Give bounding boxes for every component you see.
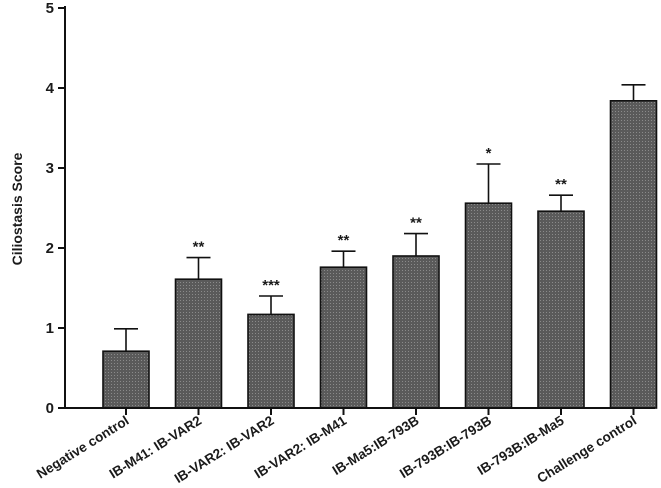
bar-8 [609, 100, 658, 409]
chart-marks: ************ [102, 84, 658, 409]
significance-label-4: ** [338, 232, 350, 249]
y-tick-label-0: 0 [46, 400, 54, 417]
y-tick-label-3: 3 [46, 160, 54, 177]
y-tick-label-2: 2 [46, 240, 54, 257]
bar-1 [102, 350, 150, 409]
significance-label-6: * [486, 145, 492, 162]
bar-6 [464, 202, 513, 409]
bar-2 [174, 278, 223, 409]
y-axis-label: Ciliostasis Score [9, 152, 25, 265]
y-tick-label-1: 1 [46, 320, 54, 337]
bar-4 [319, 266, 368, 409]
significance-label-7: ** [555, 176, 567, 193]
bar-7 [537, 210, 585, 409]
significance-label-5: ** [410, 215, 422, 232]
significance-label-2: ** [193, 239, 205, 256]
bar-5 [392, 255, 440, 409]
y-tick-label-4: 4 [46, 80, 55, 97]
y-tick-label-5: 5 [46, 0, 54, 17]
significance-label-3: *** [262, 277, 280, 294]
bar-3 [247, 313, 295, 409]
